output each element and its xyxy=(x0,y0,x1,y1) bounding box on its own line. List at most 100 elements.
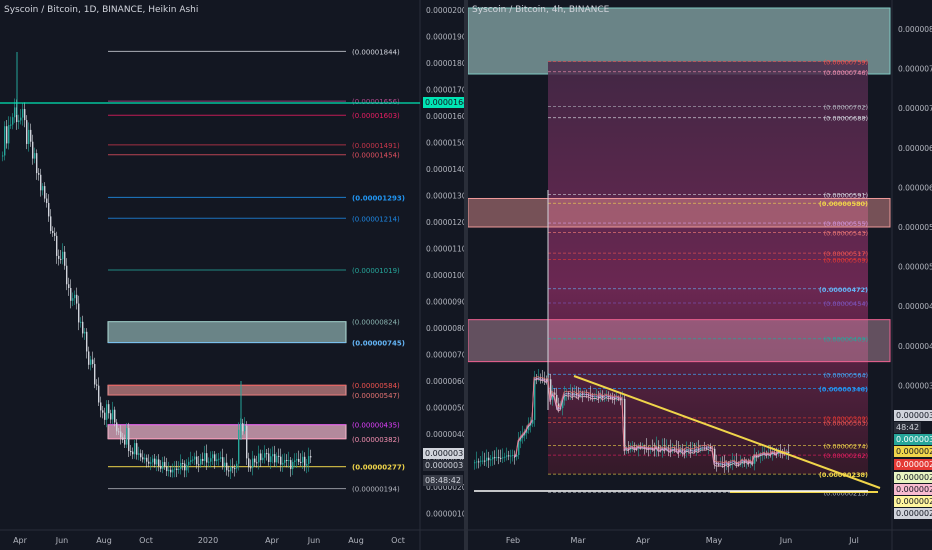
left-candle-body xyxy=(22,109,24,118)
right-candle-body xyxy=(538,377,540,379)
right-candle-body xyxy=(492,457,494,460)
right-price-tag: 0.00000269 xyxy=(894,472,932,483)
left-candle-body xyxy=(290,460,292,470)
right-candle-body xyxy=(520,438,522,442)
left-candle-body xyxy=(98,385,100,403)
right-candle-body xyxy=(756,455,758,457)
right-candle-body xyxy=(562,400,564,409)
right-candle-body xyxy=(616,397,618,399)
left-candle-body xyxy=(54,233,56,236)
left-candle-body xyxy=(36,153,38,174)
right-level-label: (0.00000702) xyxy=(824,104,868,112)
left-candle-body xyxy=(148,461,150,464)
left-level-label: (0.00000584) xyxy=(352,382,400,390)
left-candle-body xyxy=(84,331,86,334)
right-candle-body xyxy=(710,446,712,449)
left-candle-body xyxy=(92,359,94,365)
left-candle-body xyxy=(268,453,270,463)
left-chart-canvas[interactable]: 0.00002000 0.00001900 0.00001800 0.00001700… xyxy=(0,0,464,550)
right-candle-body xyxy=(722,464,724,466)
left-chart-title: Syscoin / Bitcoin, 1D, BINANCE, Heikin A… xyxy=(4,5,199,15)
right-y-tick-label: 0.00000550 xyxy=(898,223,932,232)
left-candle-body xyxy=(310,456,312,458)
left-candle-body xyxy=(106,404,108,420)
right-y-tick-label: 0.00000400 xyxy=(898,342,932,351)
right-candle-body xyxy=(620,398,622,400)
right-level-label: (0.00000517) xyxy=(824,250,868,258)
left-y-tick-label: 0.00001300 xyxy=(426,192,464,201)
left-candle-body xyxy=(140,453,142,458)
left-candle-body xyxy=(270,456,272,463)
right-x-tick-label: Jun xyxy=(779,536,793,545)
left-candle-body xyxy=(48,202,50,217)
left-candle-body xyxy=(146,457,148,462)
left-level-label: (0.00001656) xyxy=(352,98,400,106)
left-candle-body xyxy=(236,463,238,469)
left-candle-body xyxy=(178,468,180,470)
left-y-tick-label: 0.00000700 xyxy=(426,351,464,360)
right-price-tag: 0.00000295 xyxy=(894,446,932,457)
left-candle-body xyxy=(10,124,12,126)
left-candle-body xyxy=(190,460,192,462)
right-level-label: (0.00000509) xyxy=(824,256,868,264)
left-candle-body xyxy=(66,265,68,285)
left-candle-body xyxy=(70,287,72,301)
left-candle-body xyxy=(18,120,20,123)
left-candle-body xyxy=(188,461,190,466)
left-candle-body xyxy=(120,431,122,438)
right-x-tick-label: May xyxy=(706,536,723,545)
right-candle-body xyxy=(524,433,526,436)
left-candle-body xyxy=(58,255,60,259)
left-chart-pane[interactable]: 0.00002000 0.00001900 0.00001800 0.00001700… xyxy=(0,0,464,550)
right-candle-body xyxy=(602,395,604,398)
left-candle-body xyxy=(94,364,96,385)
right-candle-body xyxy=(480,460,482,462)
right-level-label: (0.00000346) xyxy=(819,386,868,394)
left-candle-body xyxy=(160,466,162,469)
right-chart-title: Syscoin / Bitcoin, 4h, BINANCE xyxy=(472,5,610,15)
right-chart-canvas[interactable]: 0.00000800 0.00000750 0.00000700 0.00000650… xyxy=(468,0,932,550)
right-candle-body xyxy=(658,446,660,450)
left-candle-body xyxy=(124,439,126,445)
left-candle-body xyxy=(90,359,92,365)
left-candle-body xyxy=(214,454,216,462)
left-zone-box xyxy=(107,424,347,440)
right-candle-body xyxy=(714,448,716,463)
right-candle-body xyxy=(622,398,624,400)
right-candle-body xyxy=(488,457,490,461)
left-candle-body xyxy=(6,126,8,144)
left-candle-body xyxy=(130,451,132,453)
right-candle-body xyxy=(686,449,688,452)
left-y-tick-label: 0.00000200 xyxy=(426,483,464,492)
left-candle-body xyxy=(74,294,76,299)
right-y-tick-label: 0.00000350 xyxy=(898,381,932,390)
right-candle-body xyxy=(512,454,514,456)
left-candle-body xyxy=(302,456,304,463)
left-y-tick-label: 0.00000800 xyxy=(426,324,464,333)
left-countdown-tag: 08:48:42 xyxy=(423,474,463,486)
left-candle-body xyxy=(52,230,54,234)
left-y-tick-label: 0.00001800 xyxy=(426,59,464,68)
left-candle-body xyxy=(256,462,258,464)
right-chart-pane[interactable]: 0.00000800 0.00000750 0.00000700 0.00000650… xyxy=(468,0,932,550)
right-level-label: (0.00000364) xyxy=(824,371,868,379)
left-current-price-tag: 0.00001649 xyxy=(423,97,464,108)
left-candle-body xyxy=(156,459,158,465)
left-candle-body xyxy=(234,468,236,470)
right-candle-body xyxy=(706,447,708,449)
left-candle-body xyxy=(4,126,6,156)
right-candle-body xyxy=(494,457,496,459)
right-candle-body xyxy=(486,457,488,461)
left-candle-body xyxy=(32,141,34,159)
right-candle-body xyxy=(482,460,484,462)
right-price-tag: 0.00000223 xyxy=(894,508,932,519)
pane-divider[interactable] xyxy=(464,0,468,550)
left-candle-body xyxy=(174,468,176,470)
right-candle-body xyxy=(666,447,668,450)
left-candle-body xyxy=(30,129,32,142)
left-candle-body xyxy=(64,251,66,266)
right-candle-body xyxy=(724,464,726,466)
left-candle-body xyxy=(286,459,288,461)
left-y-tick-label: 0.00001600 xyxy=(426,112,464,121)
left-candle-body xyxy=(112,409,114,420)
